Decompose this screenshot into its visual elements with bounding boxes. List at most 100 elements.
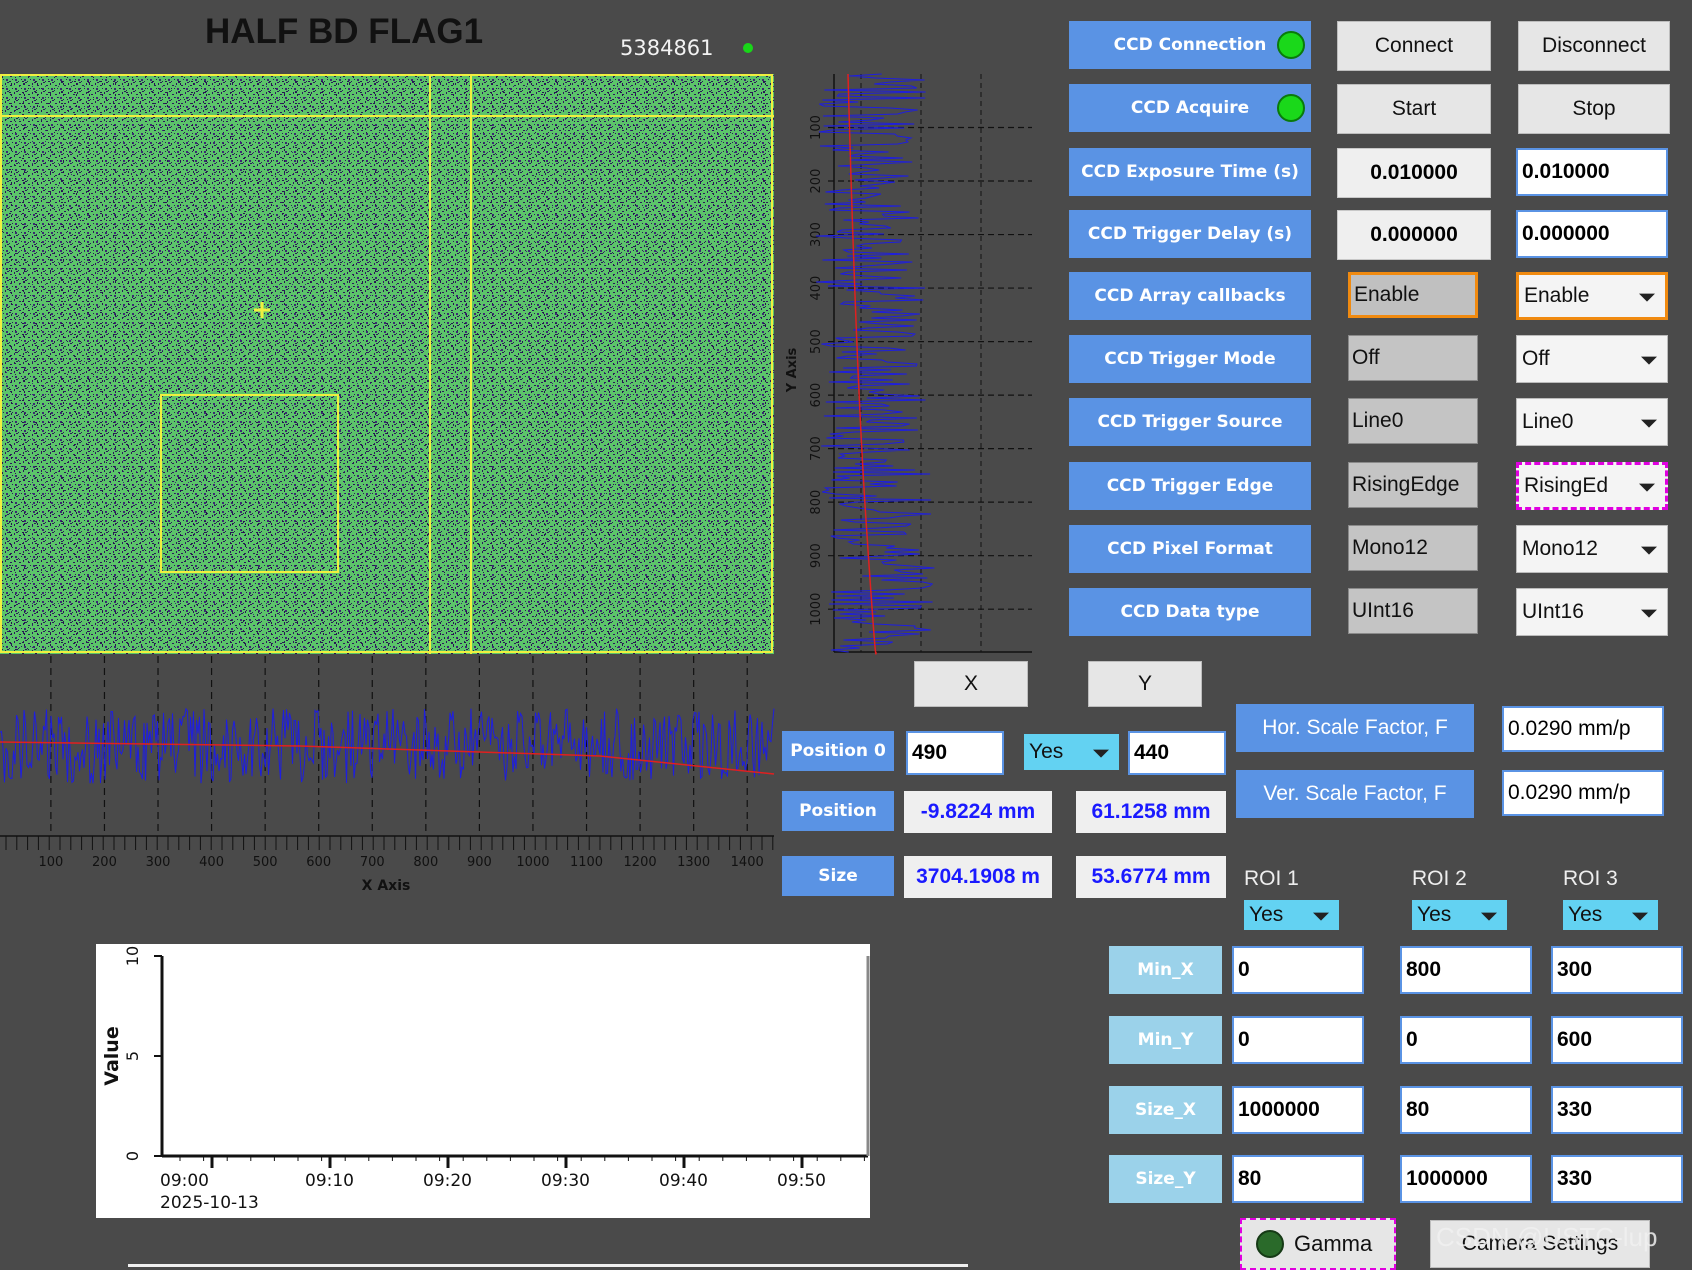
roi-row-label: Size_Y	[1109, 1155, 1222, 1203]
control-label: CCD Connection	[1069, 21, 1311, 69]
camera-settings-button[interactable]: Camera Settings	[1430, 1220, 1650, 1268]
readback-value: 0.010000	[1337, 148, 1491, 198]
gamma-button[interactable]: Gamma	[1240, 1218, 1396, 1270]
setpoint-select[interactable]: RisingEd	[1516, 462, 1668, 510]
setpoint-select[interactable]: Enable	[1516, 272, 1668, 320]
x-button[interactable]: X	[914, 661, 1028, 707]
position-x-value: -9.8224 mm	[904, 791, 1052, 833]
control-label: CCD Trigger Edge	[1069, 462, 1311, 510]
setpoint-select[interactable]: Line0	[1516, 398, 1668, 446]
chart-date-label: 2025-10-13	[160, 1193, 259, 1213]
disconnect-button[interactable]: Disconnect	[1518, 21, 1670, 71]
y-tick-label: 300	[809, 222, 824, 247]
setpoint-select[interactable]: Off	[1516, 335, 1668, 383]
y-tick-label: 700	[809, 436, 824, 461]
roi-value-input[interactable]: 0	[1232, 1016, 1364, 1064]
ver-scale-input[interactable]: 0.0290 mm/p	[1502, 770, 1664, 816]
roi-value-input[interactable]: 300	[1551, 946, 1683, 994]
roi-value-input[interactable]: 80	[1232, 1155, 1364, 1203]
setpoint-select-value: RisingEd	[1524, 474, 1609, 497]
x-tick-label: 09:20	[423, 1171, 472, 1191]
readback-value: Off	[1348, 335, 1478, 381]
size-y-value: 53.6774 mm	[1076, 856, 1226, 898]
chevron-down-icon	[1641, 609, 1657, 618]
control-label-text: CCD Pixel Format	[1107, 539, 1273, 559]
control-label-text: CCD Exposure Time (s)	[1081, 162, 1299, 182]
control-label-text: CCD Acquire	[1130, 98, 1250, 118]
x-profile-fit	[0, 741, 775, 775]
camera-image-view[interactable]	[0, 74, 774, 654]
crosshair-icon[interactable]	[254, 302, 270, 318]
y-tick-label: 900	[809, 543, 824, 568]
position0-x-input[interactable]: 490	[906, 731, 1004, 775]
setpoint-input[interactable]: 0.000000	[1516, 210, 1668, 258]
x-tick-label: 09:00	[160, 1171, 209, 1191]
image-border	[0, 74, 773, 653]
setpoint-select-value: Off	[1522, 347, 1550, 370]
setpoint-select[interactable]: UInt16	[1516, 588, 1668, 636]
roi-header: ROI 2	[1412, 867, 1467, 890]
roi-value-input[interactable]: 330	[1551, 1155, 1683, 1203]
connect-button[interactable]: Connect	[1337, 21, 1491, 71]
x-tick-label: 300	[146, 855, 171, 870]
size-label: Size	[782, 856, 894, 896]
roi-enable-select[interactable]: Yes	[1412, 900, 1507, 930]
y-button[interactable]: Y	[1088, 661, 1202, 707]
y-axis-label: Y Axis	[785, 347, 800, 393]
x-tick-label: 09:30	[541, 1171, 590, 1191]
chevron-down-icon	[1641, 356, 1657, 365]
chevron-down-icon	[1632, 912, 1648, 921]
y-tick-label: 0	[123, 1151, 142, 1161]
readback-value: 0.000000	[1337, 210, 1491, 260]
position0-y-input[interactable]: 440	[1128, 731, 1226, 775]
status-led-icon	[1277, 31, 1305, 59]
chevron-down-icon	[1639, 483, 1655, 492]
position0-label: Position 0	[782, 731, 894, 771]
start-button[interactable]: Start	[1337, 84, 1491, 134]
roi-value-input[interactable]: 800	[1400, 946, 1532, 994]
position0-select[interactable]: Yes	[1024, 734, 1119, 770]
chevron-down-icon	[1641, 546, 1657, 555]
y-tick-label: 200	[809, 169, 824, 194]
setpoint-select-value: Enable	[1524, 284, 1590, 307]
roi-enable-value: Yes	[1249, 903, 1284, 926]
chevron-down-icon	[1313, 912, 1329, 921]
roi-row-label: Size_X	[1109, 1086, 1222, 1134]
x-tick-label: 09:10	[305, 1171, 354, 1191]
chevron-down-icon	[1093, 749, 1109, 758]
roi-enable-select[interactable]: Yes	[1563, 900, 1658, 930]
y-profile-trace	[815, 73, 935, 653]
x-tick-label: 1100	[570, 855, 603, 870]
y-profile-plot: 100 200 300 400 500 600 700 800 900 1000 Y Axis	[776, 70, 1038, 660]
readback-value: Enable	[1348, 272, 1478, 318]
roi-value-input[interactable]: 0	[1232, 946, 1364, 994]
x-tick-label: 1300	[677, 855, 710, 870]
roi3-box	[160, 394, 339, 573]
setpoint-input[interactable]: 0.010000	[1516, 148, 1668, 196]
setpoint-select[interactable]: Mono12	[1516, 525, 1668, 573]
roi-value-input[interactable]: 0	[1400, 1016, 1532, 1064]
hor-scale-input[interactable]: 0.0290 mm/p	[1502, 706, 1664, 752]
control-label: CCD Array callbacks	[1069, 272, 1311, 320]
readback-value: RisingEdge	[1348, 462, 1478, 508]
roi-value-input[interactable]: 1000000	[1232, 1086, 1364, 1134]
control-label-text: CCD Array callbacks	[1094, 286, 1286, 306]
roi-value-input[interactable]: 80	[1400, 1086, 1532, 1134]
y-tick-label: 10	[123, 946, 142, 966]
chevron-down-icon	[1639, 293, 1655, 302]
readback-value: Mono12	[1348, 525, 1478, 571]
control-label-text: CCD Connection	[1113, 35, 1267, 55]
roi-value-input[interactable]: 330	[1551, 1086, 1683, 1134]
y-tick-label: 5	[123, 1051, 142, 1061]
roi-value-input[interactable]: 600	[1551, 1016, 1683, 1064]
control-label-text: CCD Trigger Edge	[1106, 476, 1274, 496]
roi-enable-value: Yes	[1568, 903, 1603, 926]
stop-button[interactable]: Stop	[1518, 84, 1670, 134]
control-label: CCD Trigger Delay (s)	[1069, 210, 1311, 258]
y-tick-label: 100	[809, 115, 824, 140]
plot-area	[162, 956, 868, 1156]
roi-value-input[interactable]: 1000000	[1400, 1155, 1532, 1203]
hor-scale-label: Hor. Scale Factor, F	[1236, 704, 1474, 752]
roi-enable-select[interactable]: Yes	[1244, 900, 1339, 930]
control-label: CCD Data type	[1069, 588, 1311, 636]
